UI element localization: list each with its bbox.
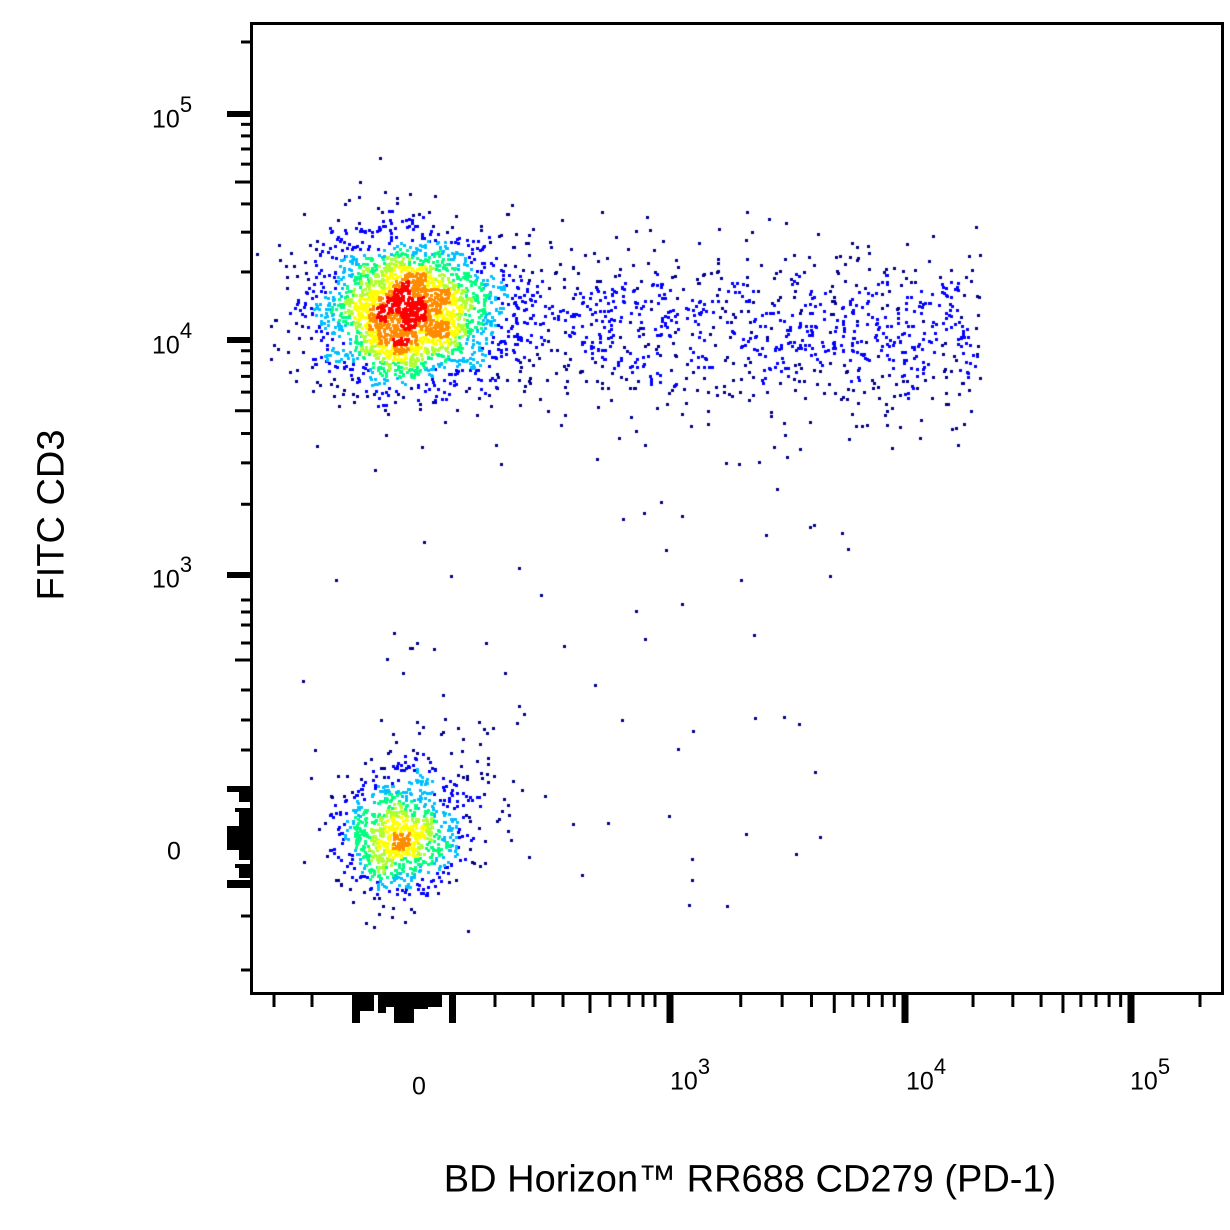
y-tick-label-0: 0: [167, 837, 181, 866]
y-tick-label-1e3: 103: [152, 552, 193, 594]
y-tick-label-1e4: 104: [152, 318, 193, 360]
x-tick-label-1e3: 103: [670, 1054, 711, 1096]
y-tick-label-1e5: 105: [152, 92, 193, 134]
y-axis-title: FITC CD3: [30, 429, 73, 601]
x-tick-label-1e4: 104: [906, 1054, 947, 1096]
x-axis-title: BD Horizon™ RR688 CD279 (PD-1): [443, 1158, 1057, 1201]
x-tick-label-1e5: 105: [1130, 1054, 1171, 1096]
x-tick-label-0: 0: [412, 1072, 426, 1101]
